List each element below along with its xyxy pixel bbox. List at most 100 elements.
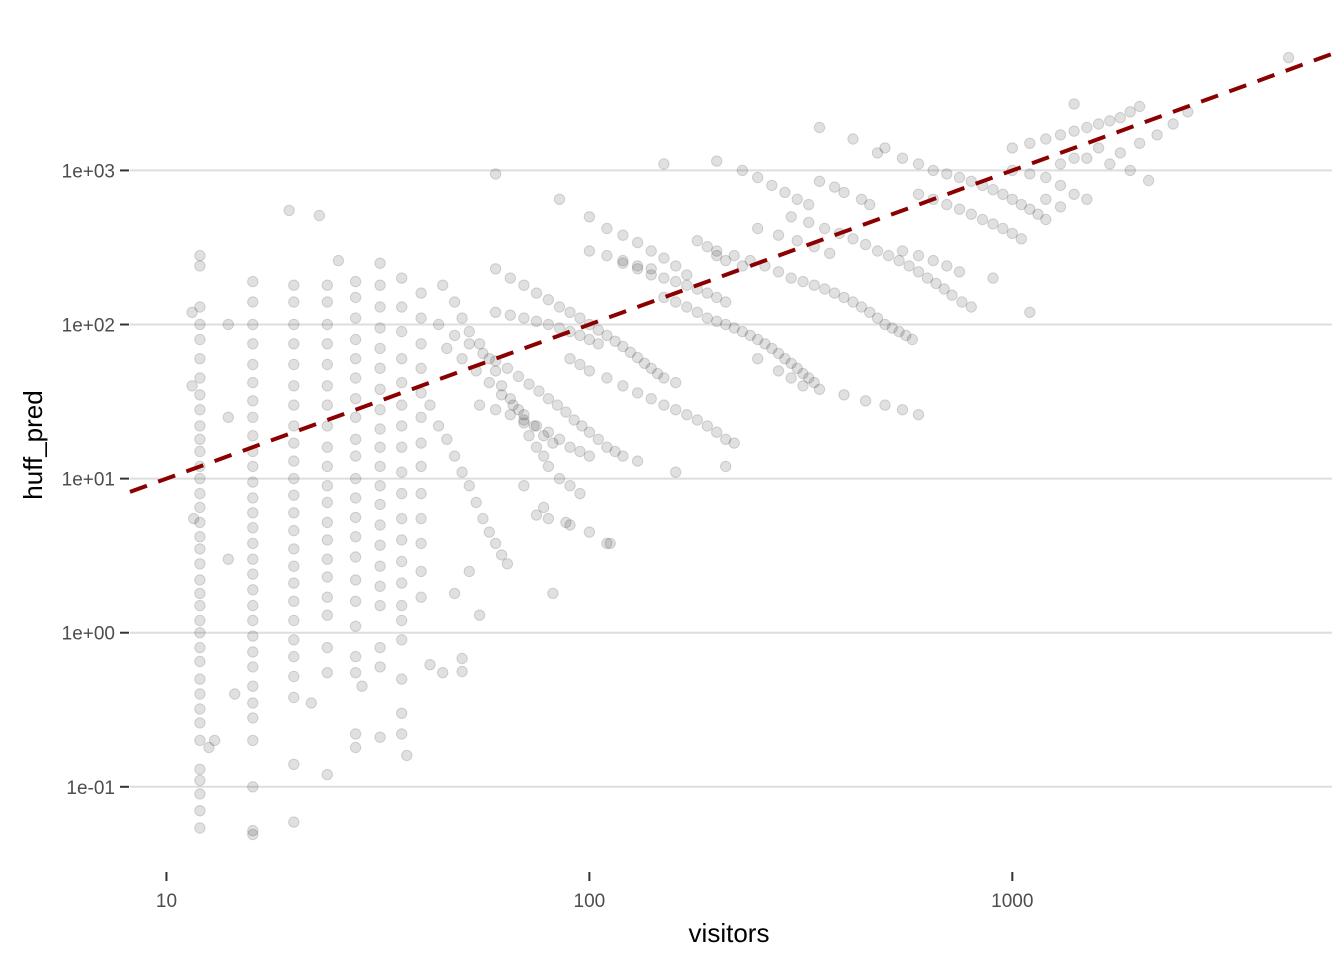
data-point bbox=[803, 216, 815, 229]
data-point bbox=[288, 595, 300, 607]
data-point bbox=[617, 340, 629, 353]
y-axis-ticks: 1e-01 1e+00 1e+01 1e+02 1e+03 bbox=[62, 161, 129, 799]
data-point bbox=[518, 480, 530, 492]
data-point bbox=[247, 395, 259, 407]
data-point bbox=[547, 437, 559, 449]
data-point bbox=[631, 236, 644, 249]
data-point bbox=[1024, 306, 1036, 318]
data-point bbox=[321, 480, 333, 492]
x-tick-label: 10 bbox=[156, 891, 177, 912]
data-point bbox=[538, 430, 550, 442]
data-point bbox=[194, 673, 206, 685]
data-point bbox=[670, 296, 682, 308]
data-point bbox=[1015, 198, 1027, 211]
data-point bbox=[1054, 179, 1067, 192]
data-point bbox=[808, 279, 820, 291]
data-point bbox=[288, 318, 300, 331]
data-point bbox=[601, 372, 613, 384]
data-point bbox=[882, 249, 895, 262]
data-point bbox=[396, 534, 408, 546]
data-point bbox=[576, 420, 588, 432]
data-point bbox=[396, 399, 408, 411]
data-point bbox=[349, 741, 362, 754]
data-point bbox=[283, 204, 295, 217]
data-point bbox=[186, 380, 198, 392]
data-point bbox=[1081, 152, 1093, 164]
data-point bbox=[332, 254, 345, 267]
data-point bbox=[779, 186, 791, 199]
data-point bbox=[321, 516, 333, 529]
data-point bbox=[941, 198, 953, 211]
data-point bbox=[495, 389, 508, 401]
data-point bbox=[349, 531, 362, 543]
data-point bbox=[987, 184, 999, 196]
data-point bbox=[247, 411, 259, 423]
data-point bbox=[501, 362, 514, 374]
data-point bbox=[374, 519, 386, 531]
data-point bbox=[752, 222, 764, 235]
data-point bbox=[415, 537, 427, 550]
data-point bbox=[288, 560, 300, 572]
data-point bbox=[1081, 121, 1093, 134]
data-point bbox=[711, 291, 723, 304]
data-point bbox=[583, 211, 596, 223]
data-point bbox=[288, 614, 300, 627]
data-point bbox=[415, 312, 427, 324]
data-point bbox=[396, 577, 408, 589]
data-point bbox=[396, 487, 408, 500]
data-point bbox=[859, 238, 872, 251]
data-point bbox=[288, 524, 300, 537]
data-point bbox=[321, 338, 333, 350]
data-point bbox=[349, 728, 362, 740]
data-point bbox=[1114, 112, 1127, 124]
data-point bbox=[617, 254, 629, 267]
data-point bbox=[374, 342, 386, 355]
data-point bbox=[194, 353, 206, 365]
data-point bbox=[1092, 142, 1105, 154]
data-point bbox=[349, 333, 362, 346]
data-point bbox=[691, 306, 703, 318]
data-point bbox=[321, 496, 333, 509]
data-point bbox=[1024, 137, 1036, 150]
data-point bbox=[518, 414, 530, 426]
data-point bbox=[396, 555, 408, 568]
data-point bbox=[247, 492, 259, 504]
data-point bbox=[736, 164, 749, 177]
data-point bbox=[374, 580, 386, 592]
data-point bbox=[893, 325, 905, 338]
data-point bbox=[437, 279, 449, 291]
data-point bbox=[574, 487, 586, 500]
data-point bbox=[194, 501, 206, 514]
data-point bbox=[583, 526, 596, 538]
data-point bbox=[701, 312, 713, 324]
data-point bbox=[601, 249, 613, 262]
data-point bbox=[564, 480, 576, 492]
data-point bbox=[987, 218, 999, 230]
data-point bbox=[828, 181, 841, 193]
data-point bbox=[288, 670, 300, 683]
data-point bbox=[194, 404, 206, 416]
data-point bbox=[1151, 129, 1163, 141]
data-point bbox=[194, 516, 206, 529]
data-point bbox=[583, 450, 596, 462]
data-point bbox=[785, 357, 797, 369]
data-point bbox=[631, 260, 644, 272]
data-point bbox=[374, 460, 386, 473]
data-point bbox=[1068, 188, 1080, 201]
data-point bbox=[1104, 158, 1116, 170]
data-point bbox=[396, 420, 408, 432]
data-point bbox=[194, 301, 206, 313]
data-point bbox=[374, 661, 386, 673]
data-point bbox=[631, 455, 644, 467]
data-point bbox=[542, 318, 555, 331]
data-point bbox=[349, 667, 362, 679]
data-point bbox=[247, 584, 259, 596]
data-point bbox=[997, 188, 1009, 201]
data-point bbox=[766, 179, 778, 192]
data-point bbox=[208, 734, 221, 747]
data-point bbox=[864, 198, 876, 211]
data-point bbox=[617, 257, 629, 269]
data-point bbox=[504, 272, 516, 284]
data-point bbox=[720, 460, 732, 473]
data-point bbox=[547, 587, 559, 600]
